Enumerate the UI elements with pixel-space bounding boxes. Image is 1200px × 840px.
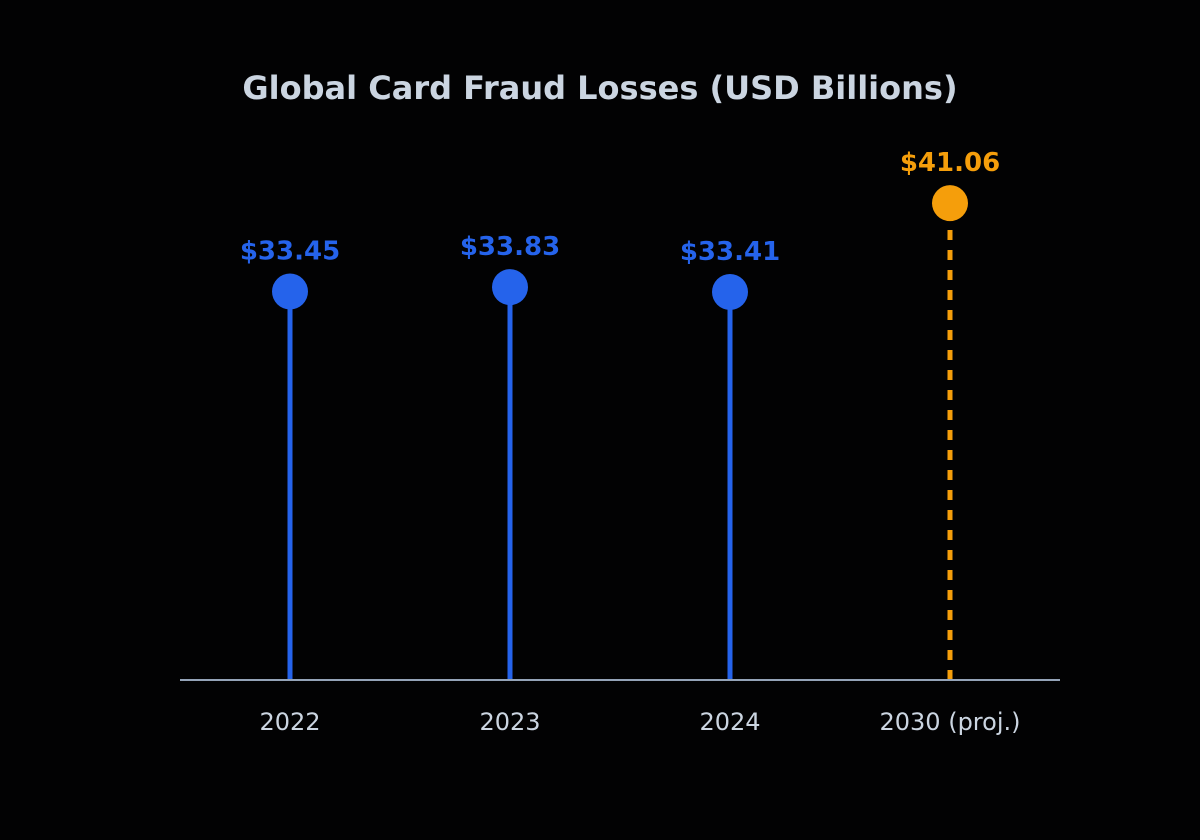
chart-marks: $33.45 $33.83 $33.41 $41.06: [240, 148, 1000, 680]
lollipop-dot: [492, 269, 528, 306]
x-tick-label: 2024: [699, 708, 760, 736]
data-label: $33.83: [460, 232, 560, 262]
lollipop-dot: [712, 274, 748, 311]
data-label: $33.41: [680, 237, 780, 267]
x-tick-label: 2030 (proj.): [880, 708, 1021, 736]
x-axis-tick-labels: 2022 2023 2024 2030 (proj.): [259, 708, 1020, 736]
data-label: $41.06: [900, 148, 1000, 178]
data-label: $33.45: [240, 237, 340, 267]
x-tick-label: 2022: [259, 708, 320, 736]
chart-title: Global Card Fraud Losses (USD Billions): [242, 69, 957, 107]
lollipop-dot: [272, 273, 308, 310]
x-tick-label: 2023: [479, 708, 540, 736]
lollipop-dot-projected: [932, 185, 968, 222]
